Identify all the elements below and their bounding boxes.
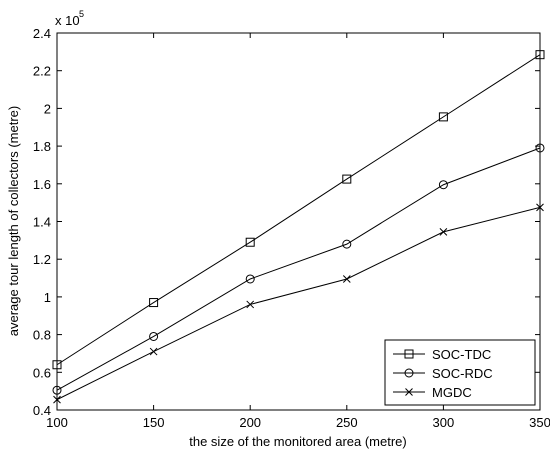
- data-point-mgdc: [342, 275, 351, 283]
- legend-item-soc-rdc: SOC-RDC: [393, 366, 493, 381]
- y-tick-label: 1.2: [33, 252, 51, 267]
- data-point-soc-rdc: [149, 331, 159, 341]
- series-line-soc-tdc: [56, 54, 541, 366]
- x-tick-label: 100: [46, 415, 68, 430]
- y-exponent-base: x 10: [55, 13, 80, 28]
- series-mgdc: [53, 203, 544, 404]
- y-tick-label: 2.2: [33, 64, 51, 79]
- y-exponent-power: 5: [79, 9, 84, 19]
- series-group: [52, 50, 545, 404]
- x-tick-label: 150: [143, 415, 165, 430]
- data-point-soc-tdc: [245, 237, 255, 247]
- data-point-soc-rdc: [245, 274, 255, 284]
- legend-marker: [405, 388, 413, 396]
- y-tick-label: 0.8: [33, 328, 51, 343]
- y-exponent: x 10 5: [55, 9, 84, 28]
- plot-area-frame: [56, 32, 541, 411]
- x-tick-label: 350: [529, 415, 550, 430]
- legend: SOC-TDC SOC-RDC MGDC: [384, 339, 536, 406]
- axis-ticks: 100 150 200 250 300 350 0.4 0.6 0.8 1 1.2 1.4 1.6 1.8…: [33, 26, 550, 430]
- y-tick-label: 1.6: [33, 177, 51, 192]
- data-point-soc-tdc: [438, 112, 448, 122]
- series-line-soc-rdc: [56, 147, 541, 391]
- y-tick-label: 1.8: [33, 139, 51, 154]
- data-point-soc-tdc: [149, 298, 159, 308]
- legend-marker: [404, 349, 414, 359]
- legend-label: SOC-RDC: [432, 366, 493, 381]
- data-point-soc-rdc: [342, 239, 352, 249]
- data-point-mgdc: [149, 347, 158, 356]
- y-tick-label: 2: [44, 101, 51, 116]
- data-point-mgdc: [439, 228, 448, 236]
- y-tick-label: 2.4: [33, 26, 51, 41]
- data-point-soc-tdc: [342, 174, 352, 184]
- legend-label: MGDC: [432, 385, 472, 400]
- data-point-mgdc: [246, 300, 255, 309]
- y-tick-label: 1: [44, 290, 51, 305]
- legend-marker: [404, 368, 414, 378]
- legend-label: SOC-TDC: [432, 347, 491, 362]
- x-tick-label: 250: [336, 415, 358, 430]
- series-line-mgdc: [56, 206, 541, 401]
- y-axis-label: average tour length of collectors (metre…: [6, 106, 21, 337]
- x-tick-label: 300: [433, 415, 455, 430]
- y-tick-label: 0.6: [33, 365, 51, 380]
- data-point-soc-rdc: [438, 180, 448, 190]
- legend-item-mgdc: MGDC: [393, 385, 472, 400]
- y-tick-label: 1.4: [33, 215, 51, 230]
- legend-item-soc-tdc: SOC-TDC: [393, 347, 491, 362]
- series-soc-tdc: [52, 50, 545, 370]
- y-tick-label: 0.4: [33, 403, 51, 418]
- x-axis-label: the size of the monitored area (metre): [189, 434, 407, 449]
- x-tick-label: 200: [239, 415, 261, 430]
